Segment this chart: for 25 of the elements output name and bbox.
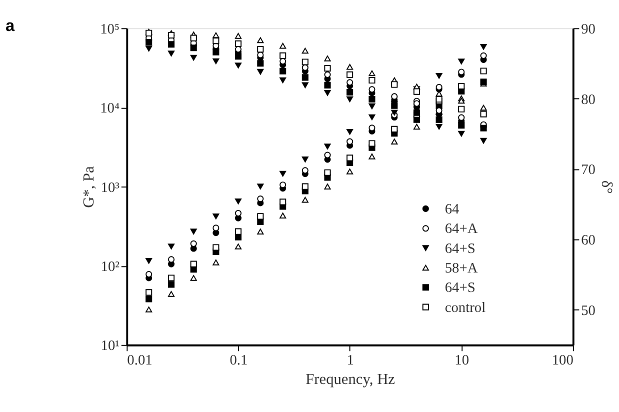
- x-tick-label: 0.1: [230, 352, 248, 369]
- x-tick-label: 100: [552, 352, 574, 369]
- y-tick-label: 10⁵: [100, 21, 120, 38]
- y2-axis-title: δ°: [598, 180, 616, 194]
- legend-label: 64+A: [444, 221, 478, 238]
- x-tick-label: 10: [454, 352, 470, 369]
- y2-tick-label: 50: [581, 302, 596, 319]
- legend-label: 58+A: [444, 260, 478, 277]
- x-tick-label: 1: [346, 352, 354, 369]
- y-tick-label: 10⁴: [100, 100, 120, 117]
- legend-label: 64: [444, 202, 460, 218]
- chart-title: a: [6, 17, 16, 36]
- x-axis-title: Frequency, Hz: [306, 370, 396, 388]
- legend-label: 64+S: [444, 240, 476, 257]
- y2-tick-label: 70: [581, 162, 596, 178]
- legend-label: 64+S: [444, 280, 476, 296]
- y-tick-label: 10¹: [100, 338, 120, 354]
- y-tick-label: 10²: [100, 258, 120, 275]
- y2-tick-label: 90: [581, 21, 596, 38]
- y-tick-label: 10³: [100, 180, 120, 196]
- legend-label: control: [444, 300, 486, 316]
- y-axis-title: G*, Pa: [80, 166, 98, 208]
- y2-tick-label: 80: [581, 92, 596, 108]
- y2-tick-label: 60: [581, 232, 596, 249]
- x-tick-label: 0.01: [127, 352, 152, 369]
